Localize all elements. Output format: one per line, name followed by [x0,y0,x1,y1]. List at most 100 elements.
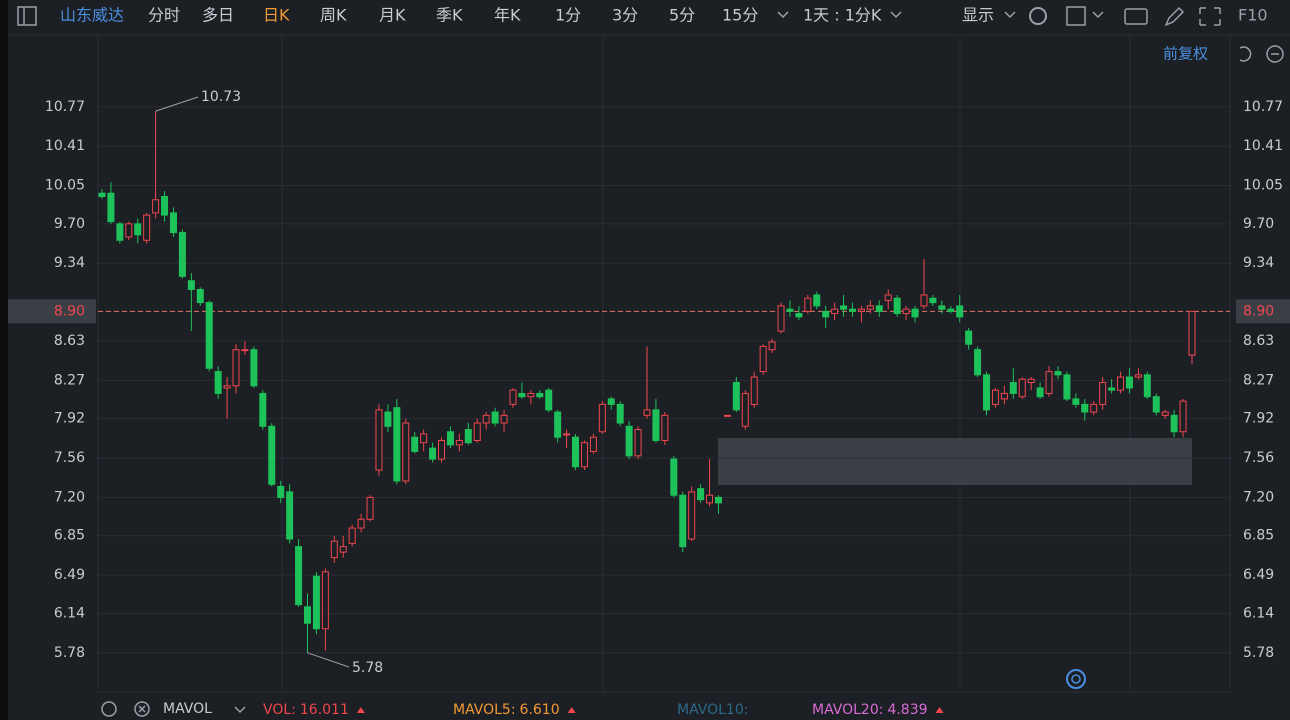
candle-body [527,392,535,398]
candle-body [902,308,910,315]
vertical-grid [97,36,1231,692]
candle-body [1143,374,1151,398]
candle-body [1179,400,1187,433]
candle-body [491,411,499,424]
candle-body [643,409,651,416]
display-menu[interactable]: 显示 [962,6,994,25]
candle-body [116,223,124,241]
candle-body [286,491,294,540]
y-tick-label: 6.14 [54,605,85,621]
settings-icon[interactable] [1029,7,1047,25]
indicator-settings[interactable] [101,701,117,717]
candle-body [268,425,276,485]
fullscreen-icon[interactable] [1199,7,1221,26]
period-tab[interactable]: 1分 [555,6,581,25]
candle-body [509,389,517,405]
candle-body [536,392,544,398]
f10-button[interactable]: F10 [1238,6,1268,25]
side-strip [0,0,8,720]
candle-body [446,431,454,446]
y-tick-label: 9.34 [54,255,85,271]
last-price-label-right: 8.90 [1243,303,1274,319]
candle-body [545,389,553,411]
indicator-close[interactable] [134,701,150,717]
y-tick-label: 7.20 [54,489,85,505]
chevrons [777,11,1104,19]
period-tab[interactable]: 周K [320,6,347,25]
max-pointer [155,96,199,112]
candle-body [98,192,106,197]
candle-body [1072,398,1080,405]
candle-body [625,425,633,457]
period-tab[interactable]: 年K [494,6,521,25]
candle-body [563,433,571,436]
zoom-out-icon[interactable] [1266,45,1284,63]
period-tab[interactable]: 多日 [202,6,234,25]
y-tick-label-right: 8.63 [1243,333,1274,349]
candle-body [1054,371,1062,376]
candle-body [473,422,481,442]
reset-icon[interactable] [1239,46,1252,62]
locate-icon[interactable] [1066,669,1086,689]
y-tick-label-right: 7.20 [1243,489,1274,505]
y-tick-label-right: 5.78 [1243,645,1274,661]
candle-body [813,294,821,307]
candle-body [589,436,597,452]
candle-body [1125,376,1133,389]
y-tick-label-right: 7.56 [1243,450,1274,466]
candle-body [616,403,624,424]
candle-body [125,223,133,238]
adjust-mode[interactable]: 前复权 [1163,45,1208,63]
candle-body [366,496,374,520]
candle-body [1108,387,1116,391]
candle-body [741,392,749,427]
sidebar-toggle[interactable] [17,6,37,26]
candle-body [732,382,740,411]
candle-body [1045,371,1053,394]
candle-body [339,546,347,553]
period-tab[interactable]: 季K [436,6,463,25]
period-tab[interactable]: 5分 [669,6,695,25]
candle-body [500,414,508,424]
period-tab[interactable]: 3分 [612,6,638,25]
candle-body [750,376,758,405]
candle-body [1036,387,1044,398]
pen-icon[interactable] [1164,6,1185,27]
candle-body [178,232,186,277]
period-tab[interactable]: 分时 [148,6,180,25]
indicator-arrow [356,707,365,713]
candle-body [187,280,195,290]
camera-icon[interactable] [1124,8,1148,25]
candle-body [455,440,463,446]
candle-body [438,440,446,460]
candle-body [697,488,705,501]
y-tick-label-right: 6.49 [1243,567,1274,583]
period-tab[interactable]: 日K [263,6,290,25]
candle-body [107,192,115,223]
candle-body [580,442,588,468]
indicator-label: MAVOL5: [453,702,516,718]
candle-body [875,305,883,312]
stock-name[interactable]: 山东威达 [60,6,124,25]
y-tick-label: 7.56 [54,450,85,466]
indicator-name[interactable]: MAVOL [163,701,212,717]
candle-body [723,414,731,417]
indicator-value: 6.610 [520,702,560,718]
candle-body [1018,378,1026,398]
candle-body [295,546,303,606]
y-tick-label: 5.78 [54,645,85,661]
locate-icon-inner [1071,674,1081,684]
candle-body [312,575,320,630]
candle-body [1161,411,1169,416]
candle-body [759,345,767,373]
period-tab[interactable]: 月K [379,6,406,25]
candle-body [768,341,776,351]
candle-body [866,305,874,310]
y-tick-label-right: 9.34 [1243,255,1274,271]
draw-box-icon[interactable] [1066,6,1086,26]
candle-body [786,308,794,312]
period-tab[interactable]: 15分 [722,6,758,25]
y-tick-label: 10.41 [45,138,85,154]
range-select[interactable]: 1天 : 1分K [803,6,882,25]
